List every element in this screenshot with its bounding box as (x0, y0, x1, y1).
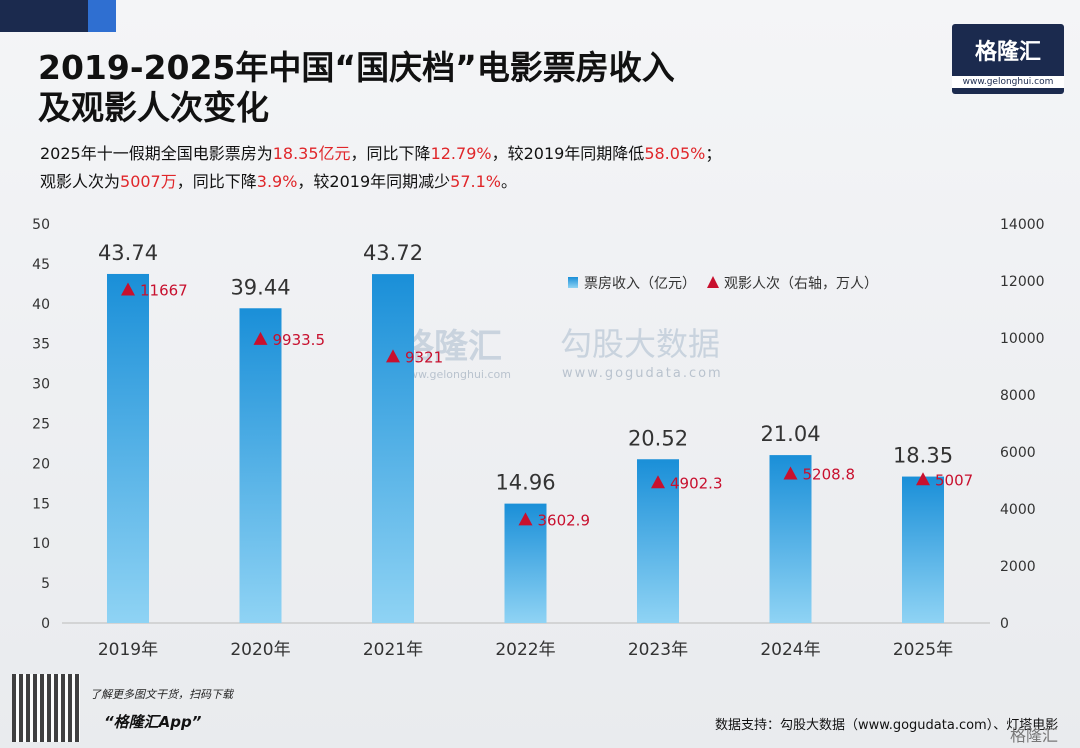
triangle-marker (121, 282, 135, 296)
x-tick-label: 2020年 (230, 640, 290, 660)
subtitle-text: ，较2019年同期减少 (297, 172, 451, 191)
y2-tick-label: 10000 (1000, 331, 1045, 347)
legend-swatch (707, 276, 719, 288)
triangle-marker (386, 349, 400, 363)
legend-swatch (568, 277, 578, 288)
bar-label: 14.96 (495, 471, 555, 495)
bar-label: 43.74 (98, 241, 158, 265)
subtitle-line: 观影人次为5007万，同比下降3.9%，较2019年同期减少57.1%。 (40, 168, 721, 196)
y-tick-label: 15 (32, 496, 50, 512)
subtitle: 2025年十一假期全国电影票房为18.35亿元，同比下降12.79%，较2019… (40, 140, 721, 196)
x-tick-label: 2023年 (628, 640, 688, 660)
y-tick-label: 5 (41, 576, 50, 592)
y2-tick-label: 4000 (1000, 502, 1036, 518)
marker-label: 5208.8 (803, 466, 856, 484)
footer-app: “格隆汇App” (104, 713, 202, 731)
bar (372, 274, 414, 623)
corner-block (0, 0, 88, 32)
y-tick-label: 40 (32, 297, 50, 313)
y-tick-label: 20 (32, 456, 50, 472)
x-tick-label: 2019年 (98, 640, 158, 660)
watermark: 勾股大数据 (560, 325, 720, 363)
y-tick-label: 30 (32, 377, 50, 393)
subtitle-text: ，较2019年同期降低 (491, 144, 645, 163)
subtitle-text: 2025年十一假期全国电影票房为 (40, 144, 273, 163)
y2-tick-label: 8000 (1000, 388, 1036, 404)
watermark: 格隆汇 (400, 327, 502, 367)
bar-label: 20.52 (628, 426, 688, 450)
bar (769, 455, 812, 623)
marker-label: 9321 (405, 348, 443, 366)
marker-label: 5007 (935, 471, 973, 489)
marker-label: 3602.9 (538, 511, 591, 529)
title-line: 及观影人次变化 (38, 88, 269, 127)
subtitle-text: 58.05% (644, 144, 706, 163)
y-tick-label: 25 (32, 417, 50, 433)
legend-label: 票房收入（亿元） (584, 276, 696, 292)
source: 数据支持：勾股大数据（www.gogudata.com）、灯塔电影 (715, 718, 1059, 733)
subtitle-text: ； (705, 144, 722, 163)
title: 2019-2025年中国“国庆档”电影票房收入 及观影人次变化 (38, 48, 675, 128)
watermark: www.gelonghui.com (400, 368, 511, 381)
x-tick-label: 2021年 (363, 640, 423, 660)
title-line: 2019-2025年中国“国庆档”电影票房收入 (38, 48, 675, 87)
logo-url: www.gelonghui.com (952, 76, 1064, 88)
y2-tick-label: 0 (1000, 616, 1009, 632)
subtitle-text: 观影人次为 (40, 172, 121, 191)
y-tick-label: 0 (41, 616, 50, 632)
corner-accent (88, 0, 116, 32)
subtitle-text: 12.79% (430, 144, 492, 163)
logo-text: 格隆汇 (974, 40, 1041, 65)
subtitle-line: 2025年十一假期全国电影票房为18.35亿元，同比下降12.79%，较2019… (40, 140, 721, 168)
y-tick-label: 10 (32, 536, 50, 552)
bar-label: 18.35 (893, 444, 953, 468)
bar-label: 39.44 (230, 275, 290, 299)
bar-label: 43.72 (363, 241, 423, 265)
triangle-marker (253, 331, 268, 345)
y2-tick-label: 2000 (1000, 559, 1036, 575)
y2-tick-label: 14000 (1000, 217, 1045, 233)
footer-brand: 格隆汇 (1010, 726, 1059, 745)
marker-label: 11667 (140, 281, 188, 299)
y-tick-label: 35 (32, 337, 50, 353)
x-tick-label: 2024年 (760, 640, 820, 660)
bar (107, 273, 149, 623)
subtitle-text: ，同比下降 (176, 172, 257, 191)
x-tick-label: 2022年 (495, 640, 555, 660)
bar (239, 308, 282, 623)
logo: 格隆汇 www.gelonghui.com (952, 24, 1064, 94)
y-tick-label: 50 (32, 217, 50, 233)
qr-code (12, 674, 80, 742)
y-tick-label: 45 (32, 257, 50, 273)
marker-label: 4902.3 (670, 474, 723, 492)
subtitle-text: ，同比下降 (350, 144, 431, 163)
bar (902, 476, 944, 623)
legend-label: 观影人次（右轴，万人） (724, 276, 878, 292)
subtitle-text: 18.35亿元 (272, 144, 351, 163)
x-tick-label: 2025年 (893, 640, 953, 660)
subtitle-text: 。 (500, 172, 517, 191)
triangle-marker (651, 475, 665, 489)
subtitle-text: 57.1% (450, 172, 501, 191)
footer-note: 了解更多图文干货，扫码下载 (90, 688, 233, 701)
watermark: www.gogudata.com (562, 366, 723, 381)
triangle-marker (518, 512, 533, 526)
y2-tick-label: 6000 (1000, 445, 1036, 461)
y2-tick-label: 12000 (1000, 274, 1045, 290)
marker-label: 9933.5 (273, 331, 326, 349)
subtitle-text: 3.9% (256, 172, 298, 191)
triangle-marker (916, 472, 930, 486)
bar-label: 21.04 (760, 422, 820, 446)
triangle-marker (783, 466, 798, 480)
subtitle-text: 5007万 (120, 172, 177, 191)
